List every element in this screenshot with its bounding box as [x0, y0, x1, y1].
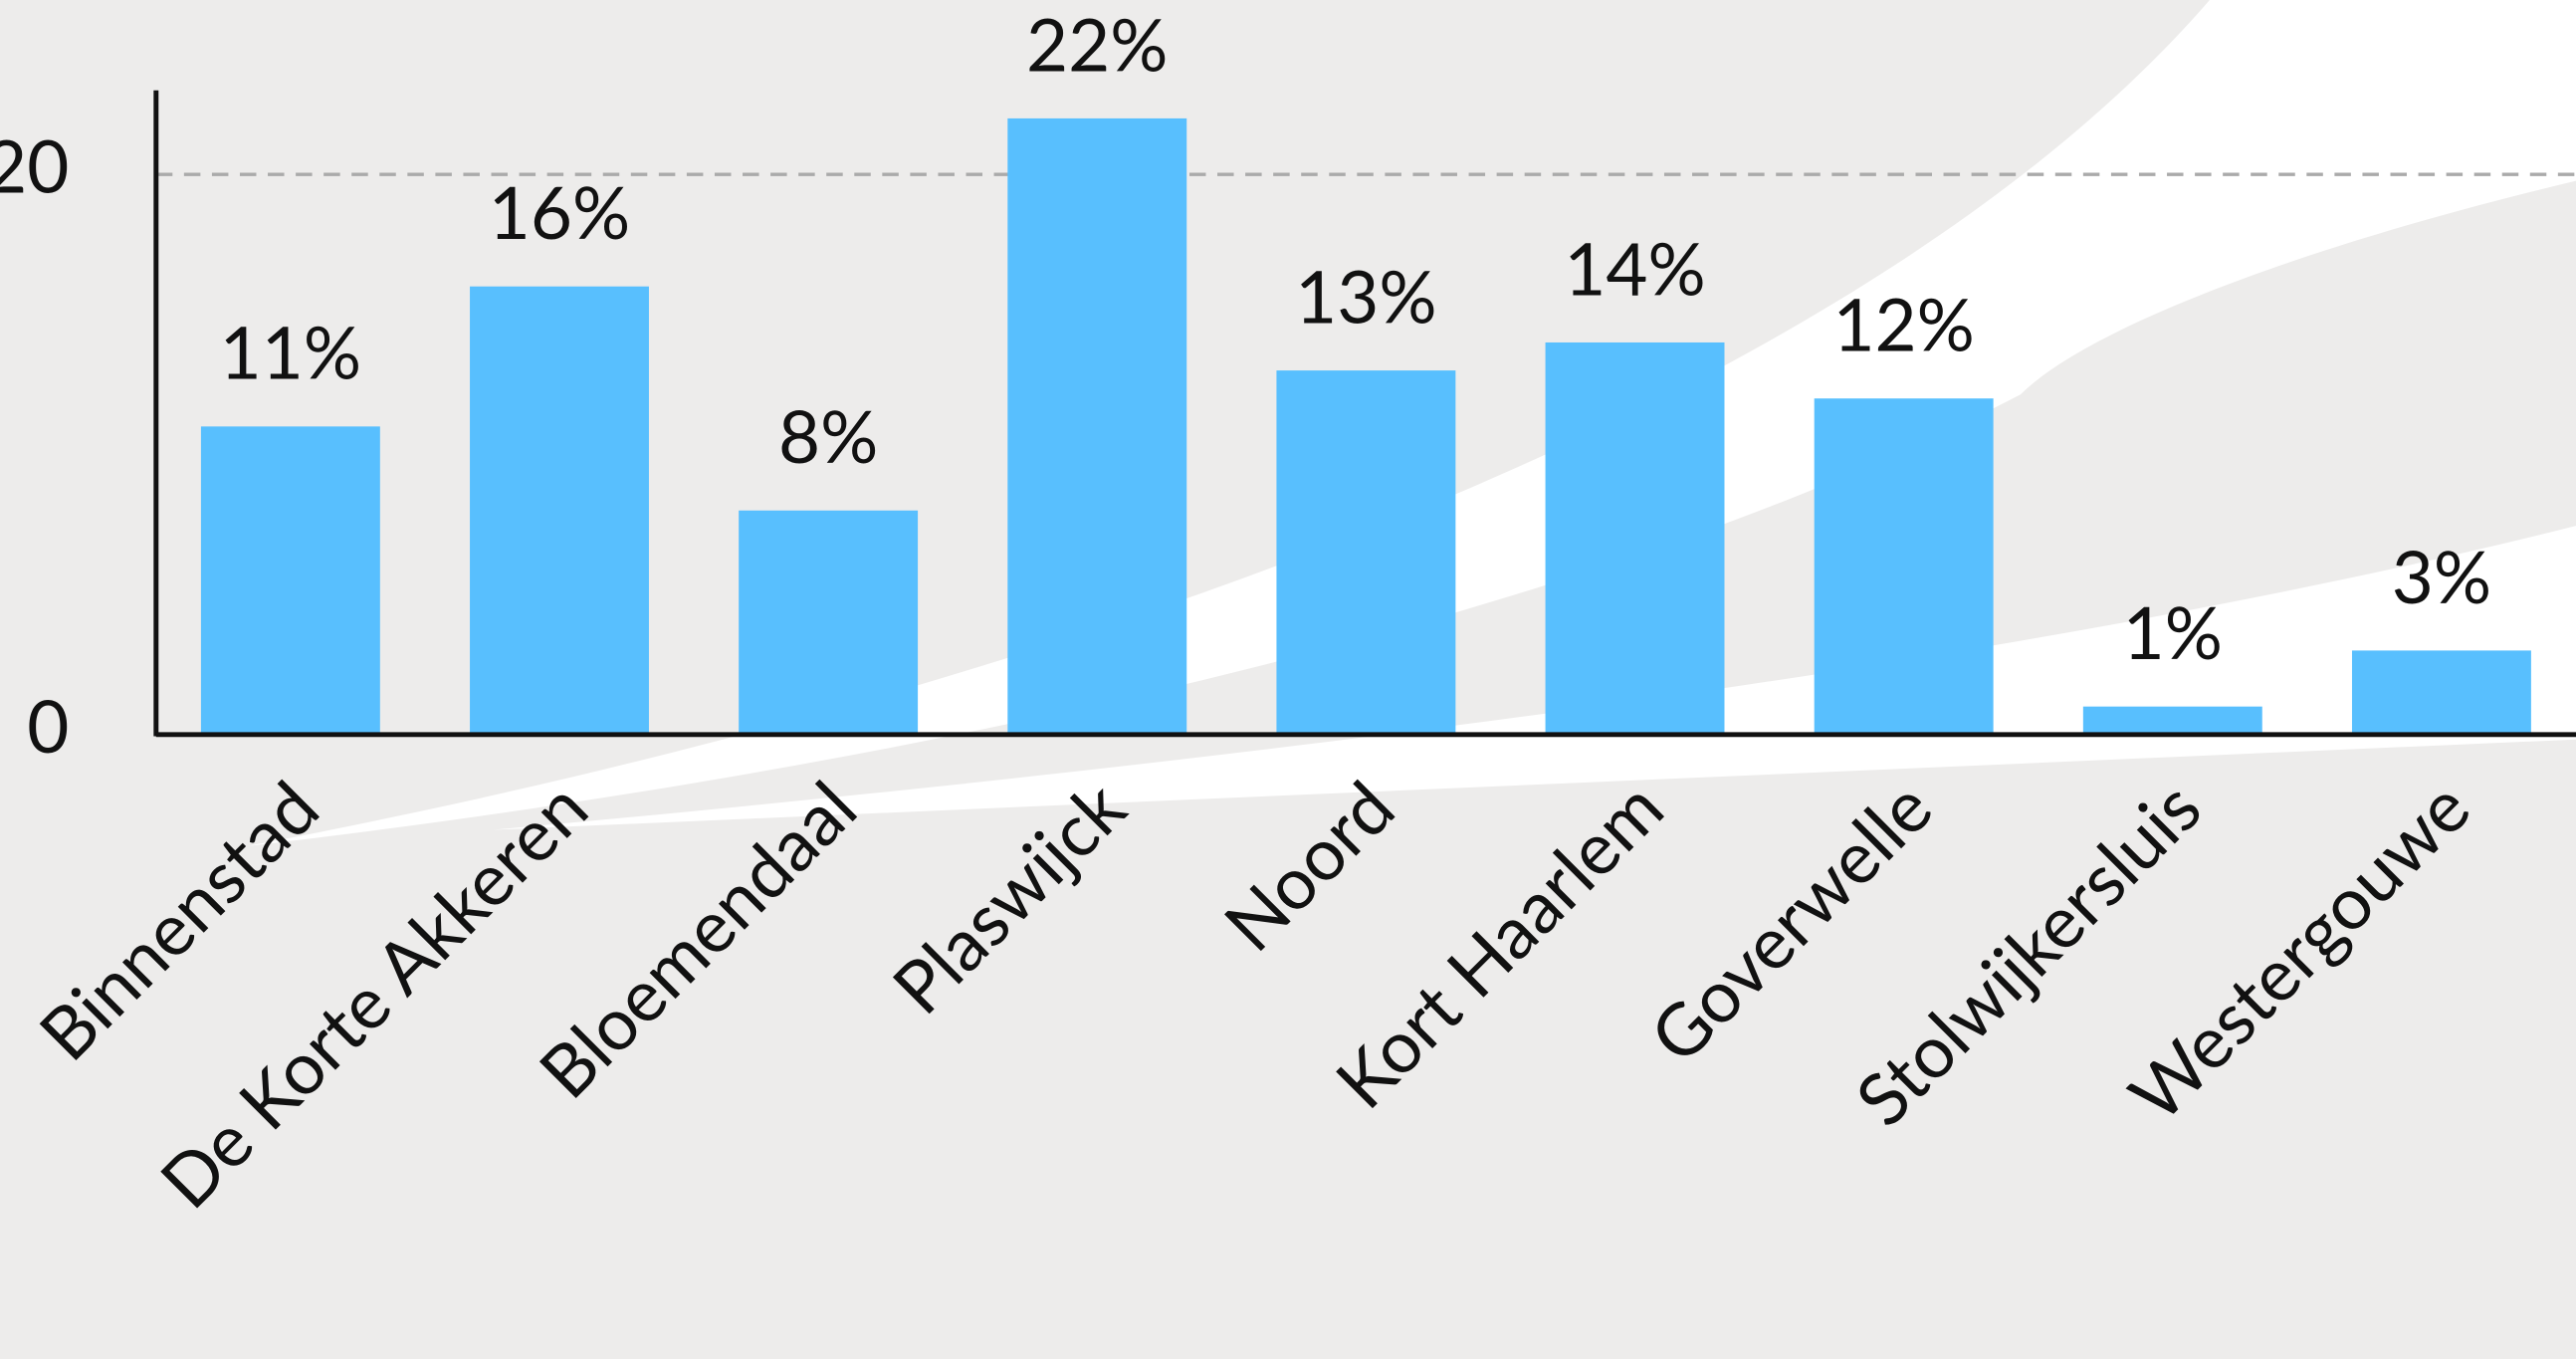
bar	[1814, 398, 1994, 735]
data-label: 13%	[1295, 252, 1436, 339]
bar	[200, 426, 380, 735]
bar	[1545, 341, 1725, 735]
background-swoosh	[246, 0, 2576, 847]
bar	[470, 286, 649, 735]
data-label: 14%	[1564, 224, 1705, 311]
data-label: 3%	[2392, 533, 2491, 619]
data-label: 16%	[489, 168, 630, 255]
y-tick-label: 20	[0, 122, 69, 209]
data-label: 1%	[2123, 588, 2223, 675]
data-label: 8%	[778, 392, 878, 479]
data-label: 12%	[1832, 281, 1974, 367]
bar	[2351, 650, 2531, 735]
bar	[1276, 370, 1456, 735]
data-label: 22%	[1026, 0, 1168, 87]
data-label: 11%	[220, 309, 361, 395]
bar	[1007, 117, 1187, 735]
bar	[2082, 706, 2262, 735]
y-tick-label: 0	[27, 682, 69, 769]
background-swoosh	[493, 526, 2576, 830]
bar	[739, 510, 919, 735]
